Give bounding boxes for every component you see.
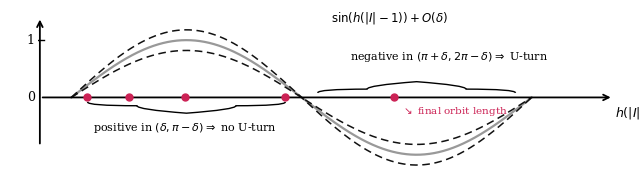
Text: $h(|I|-1)$: $h(|I|-1)$ (615, 105, 640, 121)
Text: negative in $(\pi+\delta, 2\pi-\delta)\Rightarrow$ U-turn: negative in $(\pi+\delta, 2\pi-\delta)\R… (349, 50, 548, 64)
Text: 0: 0 (27, 91, 35, 104)
Text: $\searrow$ final orbit length: $\searrow$ final orbit length (401, 105, 508, 118)
Text: positive in $(\delta, \pi-\delta)\Rightarrow$ no U-turn: positive in $(\delta, \pi-\delta)\Righta… (93, 122, 276, 136)
Text: 1: 1 (27, 34, 35, 47)
Text: $\sin(h(|I|-1))+O(\delta)$: $\sin(h(|I|-1))+O(\delta)$ (332, 10, 449, 26)
